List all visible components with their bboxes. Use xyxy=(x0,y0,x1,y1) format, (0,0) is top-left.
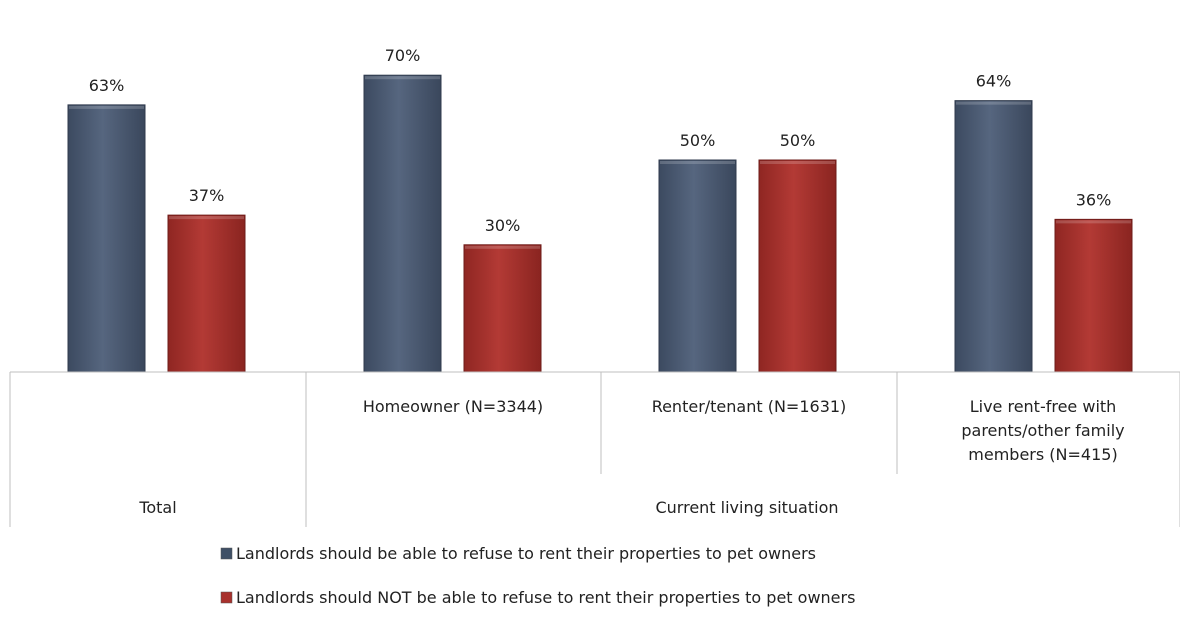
category-label: Homeowner (N=3344) xyxy=(363,397,543,416)
data-label-series1-cat4: 64% xyxy=(976,72,1012,91)
value-labels-layer: 63% 70% 50% 64% 37% 30% 50% 36% xyxy=(89,46,1112,235)
bar-series1-cat3 xyxy=(658,159,737,373)
bar-series2-cat1 xyxy=(167,214,246,373)
data-label-series2-cat1: 37% xyxy=(189,186,225,205)
bar-series1-cat4 xyxy=(954,100,1033,373)
bar-highlight xyxy=(465,245,540,249)
category-label: Live rent-free with xyxy=(970,397,1117,416)
bar-highlight xyxy=(365,76,440,80)
bar-highlight xyxy=(956,101,1031,105)
bar-highlight xyxy=(1056,220,1131,224)
data-label-series2-cat4: 36% xyxy=(1076,190,1112,209)
data-label-series2-cat3: 50% xyxy=(780,131,816,150)
legend-swatch-series2 xyxy=(220,591,233,604)
data-label-series1-cat3: 50% xyxy=(680,131,716,150)
bar-series2-cat4 xyxy=(1054,218,1133,373)
legend-swatch-series1 xyxy=(220,547,233,560)
bar-highlight xyxy=(760,161,835,164)
legend-label-series2: Landlords should NOT be able to refuse t… xyxy=(236,588,855,607)
group-label: Total xyxy=(138,498,176,517)
bar-highlight xyxy=(169,216,244,220)
data-label-series1-cat1: 63% xyxy=(89,76,125,95)
group-label: Current living situation xyxy=(655,498,838,517)
category-label: parents/other family xyxy=(961,421,1124,440)
legend-label-series1: Landlords should be able to refuse to re… xyxy=(236,544,816,563)
bar-highlight xyxy=(69,105,144,109)
data-label-series2-cat2: 30% xyxy=(485,216,521,235)
category-axis: Homeowner (N=3344) Renter/tenant (N=1631)… xyxy=(9,371,1180,527)
bar-series1-cat1 xyxy=(67,104,146,373)
bar-series2-cat3 xyxy=(758,159,837,373)
category-label: Renter/tenant (N=1631) xyxy=(652,397,847,416)
legend: Landlords should be able to refuse to re… xyxy=(220,544,855,607)
bars-layer xyxy=(67,74,1133,373)
bar-series2-cat2 xyxy=(463,244,542,373)
category-label: members (N=415) xyxy=(968,445,1117,464)
data-label-series1-cat2: 70% xyxy=(385,46,421,65)
bar-highlight xyxy=(660,161,735,164)
bar-series1-cat2 xyxy=(363,74,442,373)
